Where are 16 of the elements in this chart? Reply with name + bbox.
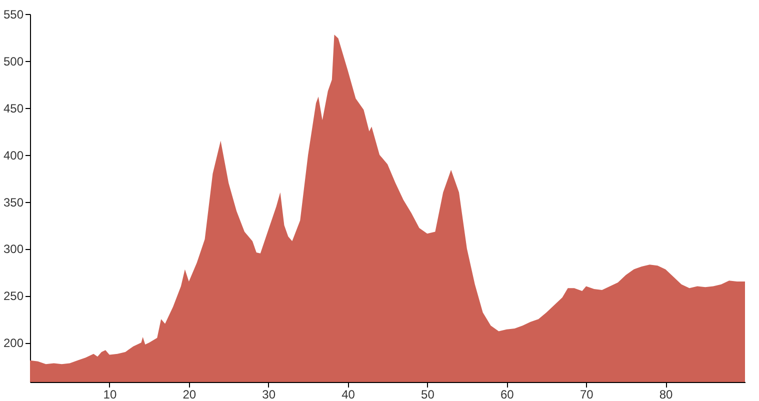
x-tick-label: 70 bbox=[580, 388, 594, 401]
y-tick-label: 450 bbox=[3, 101, 24, 116]
x-tick-label: 80 bbox=[659, 388, 674, 401]
x-tick-label: 10 bbox=[103, 388, 117, 401]
y-tick-label: 300 bbox=[3, 242, 24, 256]
y-tick-label: 500 bbox=[3, 54, 24, 68]
x-tick-label: 20 bbox=[182, 388, 196, 401]
x-tick-label: 60 bbox=[500, 388, 514, 401]
y-tick-label: 350 bbox=[3, 195, 24, 210]
y-tick-label: 400 bbox=[3, 148, 24, 162]
y-tick-label: 250 bbox=[3, 289, 24, 304]
x-tick-label: 40 bbox=[342, 388, 356, 401]
y-tick-label: 550 bbox=[3, 8, 24, 22]
x-tick-label: 50 bbox=[421, 388, 435, 401]
x-tick-label: 30 bbox=[262, 388, 276, 401]
y-tick-label: 200 bbox=[3, 336, 24, 350]
